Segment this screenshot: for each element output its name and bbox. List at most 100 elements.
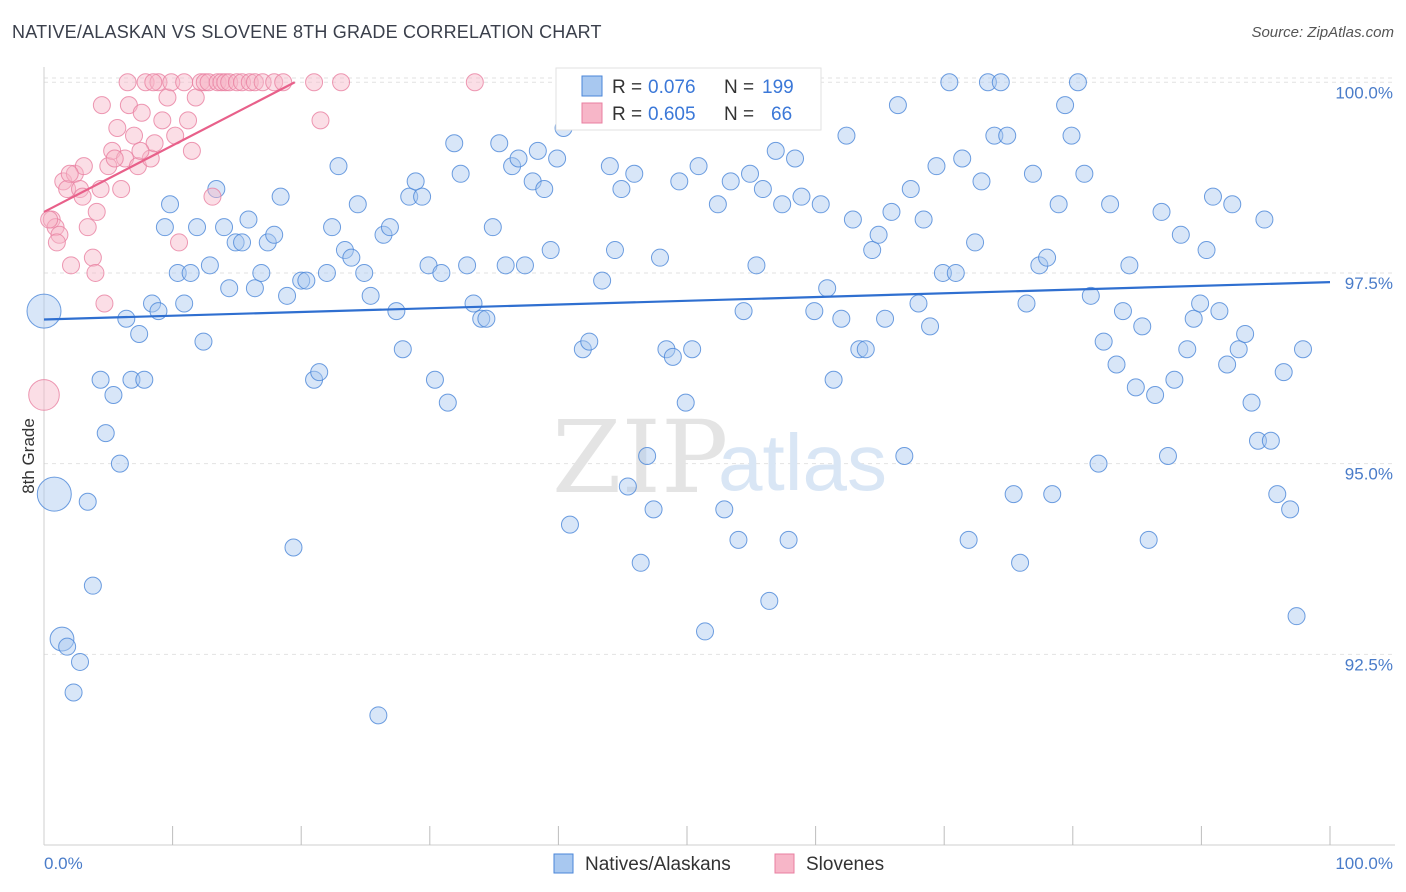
slovenes-point [83,248,102,267]
slovenes-point [245,73,264,92]
natives-alaskans-point [644,500,663,519]
natives-alaskans-point [1287,607,1306,626]
natives-alaskans-point [104,385,123,404]
slovenes-point [78,218,97,237]
slovenes-point [105,149,124,168]
gridlines [44,77,1395,655]
natives-alaskans-point [1049,195,1068,214]
natives-alaskans-point [612,180,631,199]
natives-alaskans-point [380,218,399,237]
natives-alaskans-point [1089,454,1108,473]
natives-alaskans-point [317,263,336,282]
natives-alaskans-point [135,370,154,389]
natives-alaskans-point [310,363,329,382]
natives-alaskans-point [631,553,650,572]
legend-n-value-blue: 199 [762,77,794,98]
natives-alaskans-point [1268,485,1287,504]
natives-alaskans-point [509,149,528,168]
natives-alaskans-point [959,530,978,549]
slovenes-point [305,73,324,92]
natives-alaskans-point [329,157,348,176]
legend-r-value-blue: 0.076 [648,77,696,98]
watermark-atlas: atlas [718,418,887,507]
natives-alaskans-point [342,248,361,267]
natives-alaskans-point [1107,355,1126,374]
natives-alaskans-point [1068,73,1087,92]
natives-alaskans-point [36,476,72,512]
natives-alaskans-point [239,210,258,229]
natives-alaskans-point [683,340,702,359]
natives-alaskans-point [374,225,393,244]
legend-r-value-pink: 0.605 [648,104,696,125]
natives-alaskans-point [734,302,753,321]
natives-alaskans-point [130,324,149,343]
natives-alaskans-point [1152,202,1171,221]
natives-alaskans-point [278,286,297,305]
slovenes-point [73,187,92,206]
natives-alaskans-point [909,294,928,313]
slovenes-point [332,73,351,92]
natives-alaskans-point [888,96,907,115]
natives-alaskans-point [188,218,207,237]
natives-alaskans-point [194,332,213,351]
natives-alaskans-point [226,233,245,252]
natives-alaskans-point [1236,324,1255,343]
slovenes-point [220,73,239,92]
slovenes-point [149,73,168,92]
natives-alaskans-point [1229,340,1248,359]
natives-alaskans-point [1218,355,1237,374]
y-tick-label: 92.5% [1345,655,1393,674]
bottom-legend-label-pink: Slovenes [806,854,884,875]
trend-line-slovenes [43,81,296,213]
natives-alaskans-point [708,195,727,214]
natives-alaskans-point [863,241,882,260]
natives-alaskans-point [490,134,509,153]
natives-alaskans-point [271,187,290,206]
natives-alaskans-point [985,126,1004,145]
slovenes-point [47,233,66,252]
slovenes-point [158,88,177,107]
trend-lines [43,81,1331,321]
natives-alaskans-point [927,157,946,176]
natives-alaskans-point [1075,164,1094,183]
watermark: ZIP atlas [552,399,887,516]
x-tick-right: 100.0% [1335,854,1393,873]
natives-alaskans-point [972,172,991,191]
natives-alaskans-point [1210,302,1229,321]
natives-alaskans-point [1120,256,1139,275]
natives-alaskans-point [1133,317,1152,336]
natives-alaskans-point [843,210,862,229]
natives-alaskans-point [1017,294,1036,313]
natives-alaskans-point [1056,96,1075,115]
slovenes-point [87,202,106,221]
natives-alaskans-point [1004,485,1023,504]
trend-line-natives-alaskans [43,280,1331,321]
natives-alaskans-point [1038,248,1057,267]
natives-alaskans-point [215,218,234,237]
natives-alaskans-point [168,263,187,282]
natives-alaskans-point [348,195,367,214]
natives-alaskans-point [64,683,83,702]
natives-alaskans-point [1261,431,1280,450]
natives-alaskans-point [335,241,354,260]
natives-alaskans-point [496,256,515,275]
natives-alaskans-point [966,233,985,252]
slovenes-point [58,180,77,199]
natives-alaskans-point [580,332,599,351]
slovenes-point [74,157,93,176]
natives-alaskans-point [220,279,239,298]
watermark-zip: ZIP [552,399,728,516]
slovenes-point [233,73,252,92]
natives-alaskans-point [181,263,200,282]
natives-alaskans-point [978,73,997,92]
natives-alaskans-point [387,302,406,321]
natives-alaskans-point [715,500,734,519]
natives-alaskans-point [83,576,102,595]
natives-alaskans-point [933,263,952,282]
slovenes-point [125,126,144,145]
legend-n-value-pink: 66 [771,104,792,125]
natives-alaskans-point [406,172,425,191]
source-label: Source: ZipAtlas.com [1251,24,1394,41]
slovenes-point [212,73,231,92]
